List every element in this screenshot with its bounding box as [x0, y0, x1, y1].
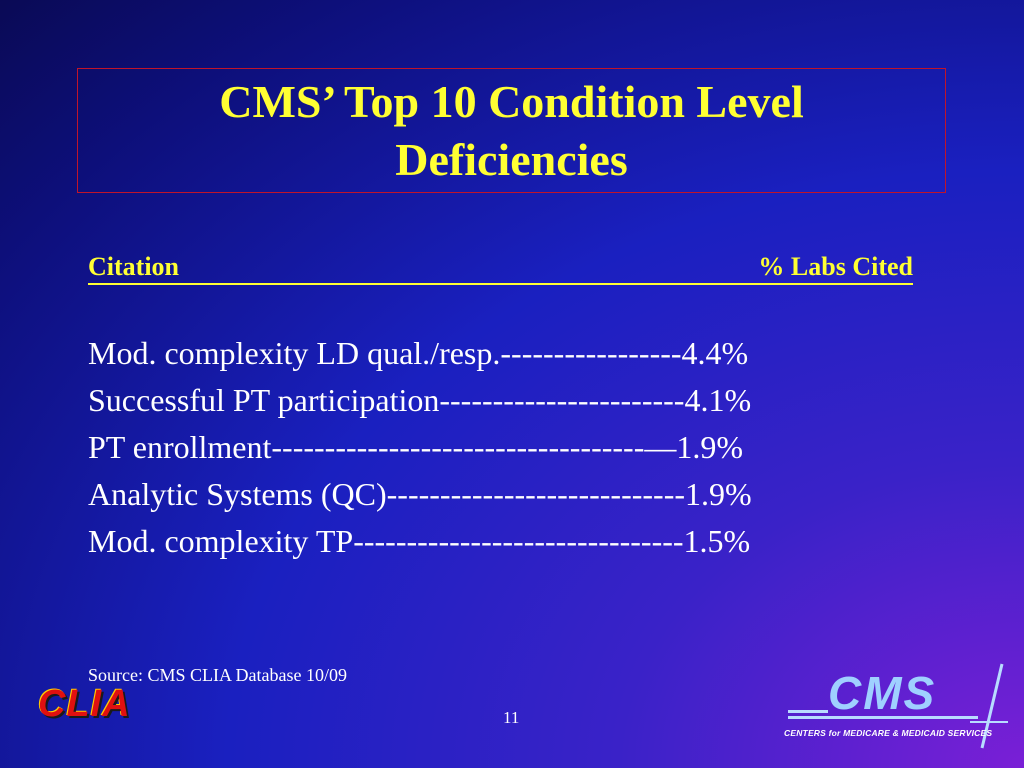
list-item: Successful PT participation-------------…: [88, 382, 752, 418]
list-item: Mod. complexity LD qual./resp.----------…: [88, 335, 749, 371]
cms-logo-mark: [970, 663, 1008, 749]
page-number: 11: [503, 708, 520, 727]
cms-stripe: [788, 710, 828, 713]
cms-logo-subtitle: CENTERS for MEDICARE & MEDICAID SERVICES: [784, 728, 993, 738]
table-header: Citation % Labs Cited: [88, 252, 913, 285]
cms-logo: CMS CENTERS for MEDICARE & MEDICAID SERV…: [780, 662, 1010, 752]
list-item: Mod. complexity TP----------------------…: [88, 523, 751, 559]
slide-title: CMS’ Top 10 Condition Level Deficiencies: [219, 75, 804, 185]
cms-logo-text: CMS: [828, 667, 937, 719]
clia-logo: CLIA: [38, 683, 131, 725]
header-labs-cited: % Labs Cited: [758, 252, 913, 281]
list-item: Analytic Systems (QC)-------------------…: [88, 476, 752, 512]
list-item: PT enrollment---------------------------…: [88, 429, 744, 465]
header-citation: Citation: [88, 252, 179, 281]
title-box: CMS’ Top 10 Condition Level Deficiencies: [77, 68, 946, 193]
source-note: Source: CMS CLIA Database 10/09: [88, 665, 347, 685]
citation-list: Mod. complexity LD qual./resp.----------…: [88, 330, 928, 565]
cms-stripe: [788, 716, 978, 719]
